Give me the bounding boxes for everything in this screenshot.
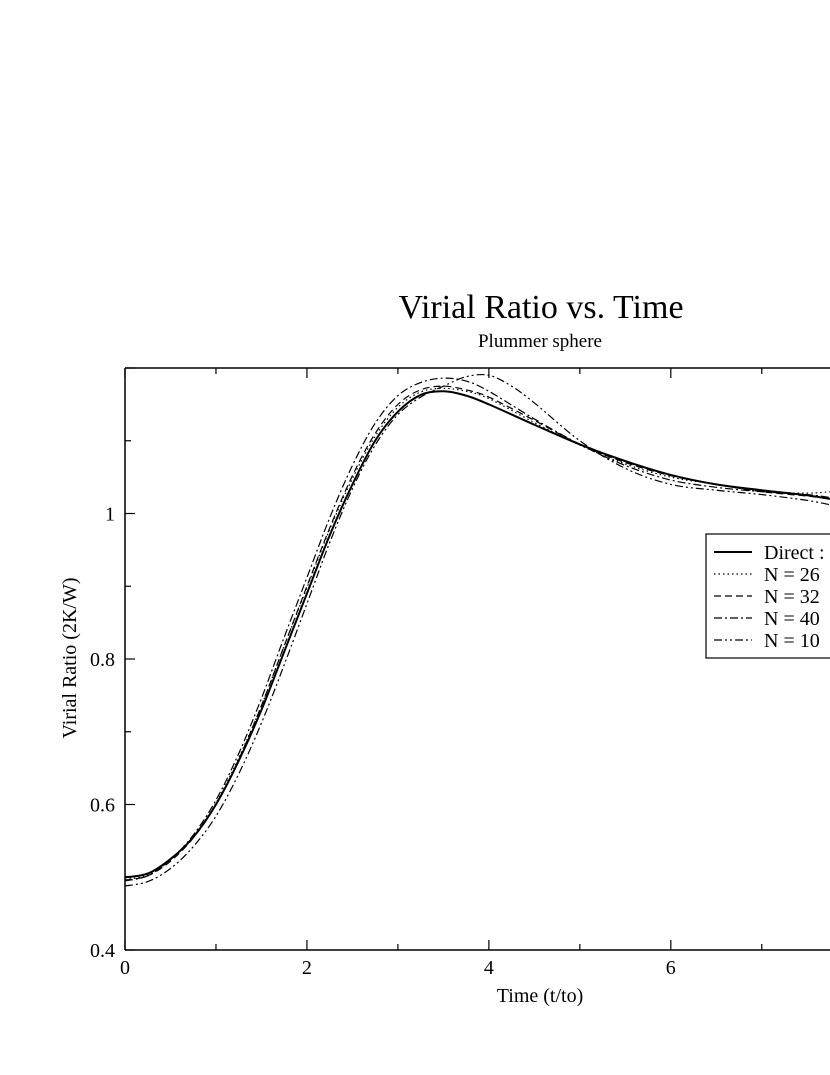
series-layer: [125, 373, 830, 887]
series-line-3: [125, 385, 830, 881]
y-tick-label: 0.8: [90, 649, 115, 671]
legend-label: N = 10: [764, 630, 820, 652]
legend-label: N = 40: [764, 608, 820, 630]
y-tick-label: 1: [105, 504, 115, 526]
series-line-5: [125, 373, 830, 887]
legend-label: N = 32: [764, 586, 820, 608]
y-axis-label: Virial Ratio (2K/W): [59, 578, 81, 739]
plot-frame: [124, 367, 830, 951]
x-tick-label: 0: [120, 957, 130, 979]
x-tick-label: 6: [666, 957, 676, 979]
chart-subtitle: Plummer sphere: [478, 331, 602, 352]
series-line-4: [125, 377, 830, 882]
legend: Direct :N = 26N = 32N = 40N = 10: [705, 533, 830, 659]
x-axis-label: Time (t/to): [497, 985, 584, 1007]
y-tick-label: 0.6: [90, 795, 115, 817]
y-tick-label: 0.4: [90, 940, 115, 962]
legend-label: N = 26: [764, 564, 820, 586]
ticks-layer: 0 2 4 6 0.4 0.6 0.8 1: [90, 367, 763, 979]
chart-title: Virial Ratio vs. Time: [398, 289, 683, 326]
x-tick-label: 4: [484, 957, 494, 979]
x-tick-label: 2: [302, 957, 312, 979]
legend-label: Direct :: [764, 542, 825, 564]
